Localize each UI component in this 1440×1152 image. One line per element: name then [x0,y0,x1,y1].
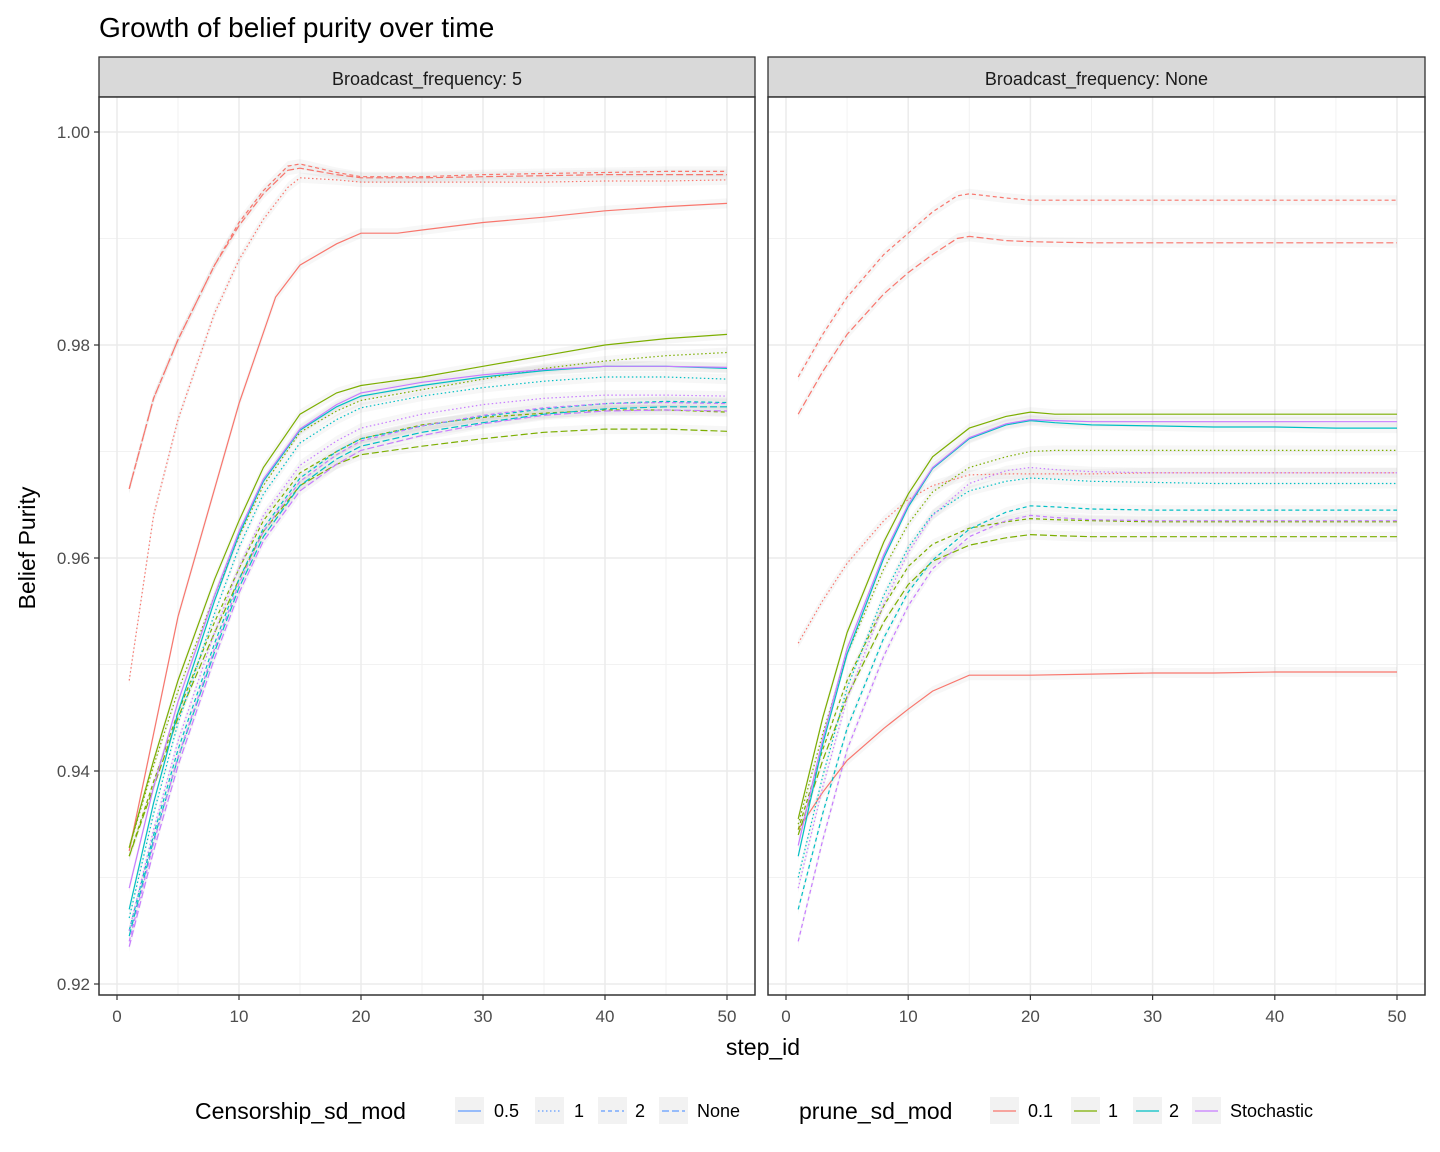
series-line-prune-2-censorship-2 [797,505,1397,910]
x-tick-label: 0 [781,1007,790,1026]
series-group [128,159,728,952]
x-tick-label: 30 [1143,1007,1162,1026]
x-axis-title: step_id [726,1034,800,1060]
series-line-prune-1-censorship-0.5 [797,411,1397,820]
x-tick-label: 10 [899,1007,918,1026]
series-line-prune-2-censorship-1 [128,376,728,919]
legend-label: 1 [574,1101,584,1121]
series-line-prune-0.1-censorship-0.5 [128,202,728,852]
series-line-prune-0.1-censorship-2 [797,193,1397,378]
series-line-prune-1-censorship-0.5 [128,333,728,848]
series-line-prune-1-censorship-None [797,533,1397,836]
series-line-prune-Stochastic-censorship-0.5 [128,365,728,889]
y-tick-label: 0.98 [57,336,90,355]
panel-background [99,97,755,995]
series-line-prune-0.1-censorship-1 [797,472,1397,644]
legend-title: Censorship_sd_mod [195,1098,406,1124]
legend-label: 2 [635,1101,645,1121]
facet-strip [98,56,756,98]
x-tick-label: 50 [1388,1007,1407,1026]
series-line-prune-0.1-censorship-None [797,235,1397,415]
x-tick-label: 50 [718,1007,737,1026]
panel-background [768,97,1425,995]
facet-strip-label: Broadcast_frequency: None [985,69,1208,90]
series-line-prune-0.1-censorship-None [128,167,727,489]
legend-label: None [697,1101,740,1121]
series-line-prune-Stochastic-censorship-1 [128,394,728,931]
x-tick-label: 10 [230,1007,249,1026]
y-tick-label: 0.92 [57,975,90,994]
legend-1: Censorship_sd_mod 0.5 1 2 None [195,1097,740,1124]
legend: Censorship_sd_mod 0.5 1 2 None prune_sd_mod 0.… [195,1097,1313,1124]
series-line-prune-2-censorship-1 [797,477,1397,878]
legend-label: 1 [1108,1101,1118,1121]
legend-2: prune_sd_mod 0.1 1 2 Stochastic [799,1097,1313,1124]
facet-strip [767,56,1426,98]
series-line-prune-0.1-censorship-2 [128,163,727,489]
series-line-prune-Stochastic-censorship-None [128,409,728,947]
legend-label: 0.5 [494,1101,519,1121]
panel-border [767,96,1426,996]
x-tick-label: 40 [596,1007,615,1026]
panel-2: Broadcast_frequency: None 0 10 20 30 40 50 [767,56,1426,1026]
series-line-prune-Stochastic-censorship-2 [128,401,728,942]
legend-title: prune_sd_mod [799,1098,952,1124]
panel-border [98,96,756,996]
legend-label: 2 [1169,1101,1179,1121]
series-line-prune-Stochastic-censorship-1 [797,466,1397,889]
series-line-prune-0.1-censorship-0.5 [797,671,1397,830]
chart-title: Growth of belief purity over time [99,12,494,43]
x-tick-label: 20 [352,1007,371,1026]
y-tick-label: 0.96 [57,549,90,568]
panel-1: Broadcast_frequency: 5 0 10 20 30 40 50 0.92 0.9… [57,56,756,1026]
x-tick-label: 0 [112,1007,121,1026]
series-line-prune-Stochastic-censorship-0.5 [797,418,1397,846]
x-tick-label: 40 [1265,1007,1284,1026]
legend-label: Stochastic [1230,1101,1313,1121]
series-group [797,188,1397,947]
y-axis-title: Belief Purity [14,486,40,609]
series-line-prune-Stochastic-censorship-2 [797,514,1397,942]
panels: Broadcast_frequency: 5 0 10 20 30 40 50 0.92 0.9… [57,56,1426,1026]
y-tick-label: 0.94 [57,762,90,781]
legend-label: 0.1 [1028,1101,1053,1121]
x-tick-label: 20 [1021,1007,1040,1026]
y-tick-label: 1.00 [57,123,90,142]
x-tick-label: 30 [474,1007,493,1026]
facet-strip-label: Broadcast_frequency: 5 [332,69,522,90]
series-line-prune-2-censorship-0.5 [797,419,1397,857]
